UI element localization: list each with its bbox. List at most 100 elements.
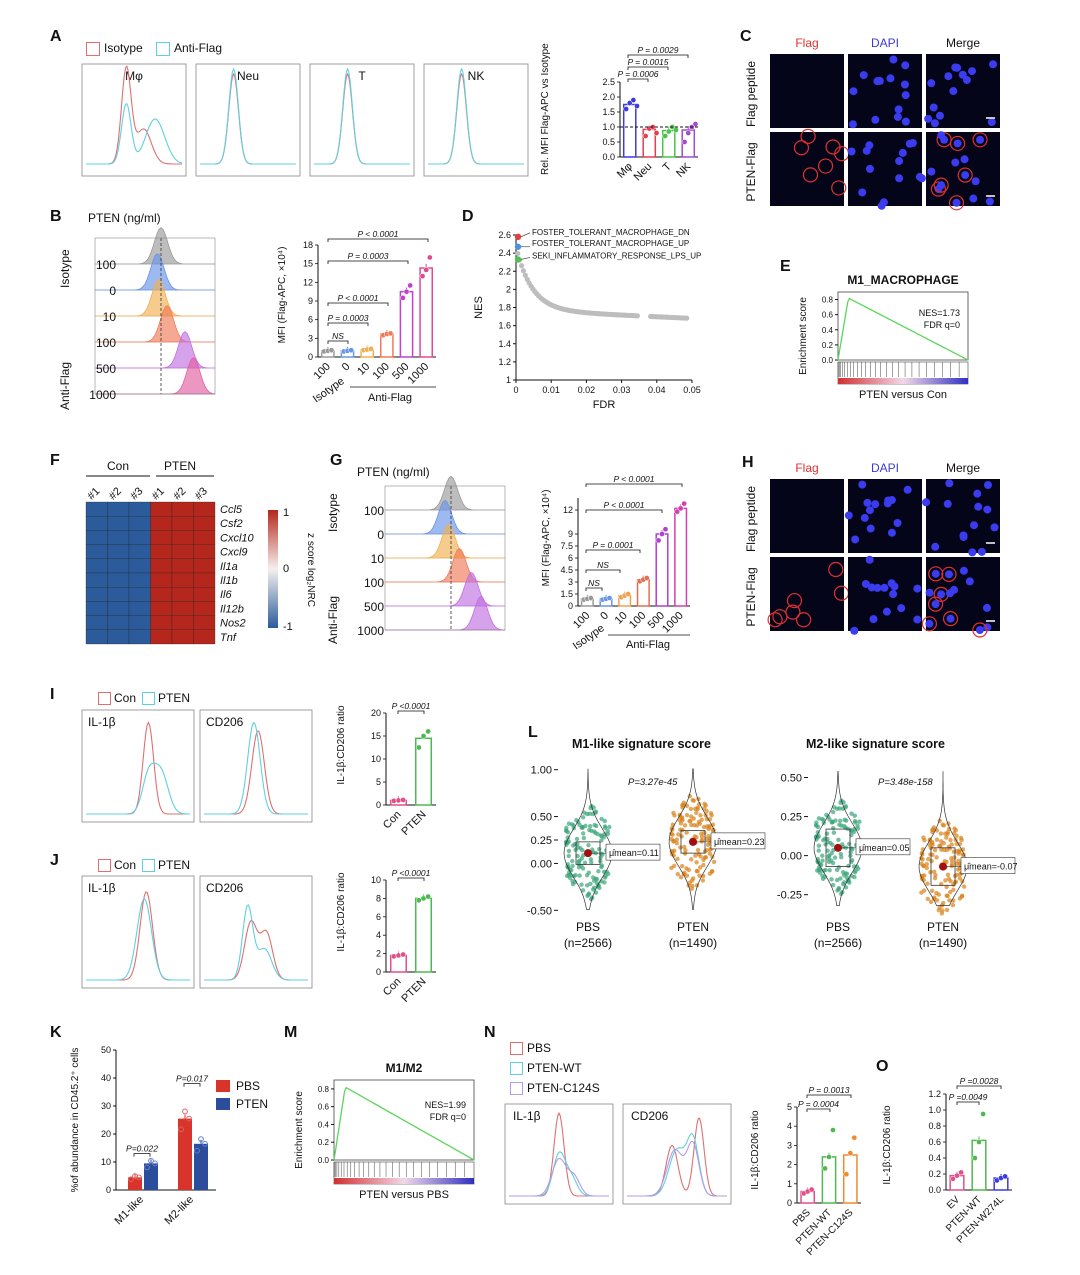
cell-point — [581, 835, 587, 841]
y-tick-label: 20 — [101, 1129, 111, 1139]
cell-point — [679, 863, 685, 869]
nucleus — [927, 79, 936, 88]
cell-point — [691, 876, 696, 881]
y-tick-label: 7.5 — [560, 541, 573, 551]
significance-bracket — [585, 483, 683, 487]
p-value: P < 0.0001 — [337, 293, 378, 303]
nucleus — [930, 119, 939, 128]
heatmap-cell — [85, 501, 108, 517]
micrograph-bg — [770, 557, 844, 631]
heatmap-cell — [107, 587, 130, 602]
y-tick-label: 1.0 — [928, 1105, 941, 1115]
y-tick-label: 0.4 — [318, 1120, 330, 1129]
y-tick-label: 50 — [101, 1045, 111, 1055]
nucleus — [922, 498, 931, 507]
cell-point — [925, 896, 931, 902]
mean-label: μ̂mean=0.23 — [714, 837, 764, 847]
panel-a-histogram-3: NK — [423, 63, 529, 177]
hist-frame — [504, 1103, 614, 1205]
nucleus — [959, 531, 968, 540]
significance-bracket — [627, 78, 649, 82]
mean-box — [855, 838, 911, 856]
cell-point — [574, 818, 579, 823]
y-tick-label: 0.2 — [822, 341, 834, 350]
membrane-stain — [957, 167, 973, 183]
heatmap-cell — [193, 544, 216, 559]
y-tick-label: 6 — [568, 553, 573, 563]
y-tick-label: 2 — [506, 284, 511, 294]
nucleus — [913, 615, 922, 624]
y-tick-label: 1 — [506, 375, 511, 385]
significance-bracket — [327, 302, 389, 306]
panel-g-dose-label: 0 — [377, 528, 384, 542]
heatmap-cell — [193, 558, 216, 574]
nucleus — [951, 158, 960, 167]
cell-point — [829, 877, 834, 882]
data-point — [847, 1150, 854, 1156]
nucleus — [945, 479, 954, 488]
hist-frame — [199, 709, 313, 823]
mean-point — [584, 849, 592, 858]
data-point — [976, 1139, 982, 1145]
con-curve — [204, 730, 308, 815]
nucleus — [953, 139, 962, 148]
cell-point — [679, 816, 684, 821]
panel-l-title-right: M2-like signature score — [806, 737, 945, 751]
y-tick-label: 0 — [106, 1185, 111, 1195]
significance-bracket — [585, 587, 603, 591]
gsea-ylabel: Enrichment score — [798, 297, 809, 375]
heatmap-cell — [150, 572, 173, 588]
micro-header: DAPI — [870, 461, 899, 475]
heatmap-cell — [85, 516, 108, 531]
y-tick-label: 1 — [787, 1179, 792, 1189]
category-label: 100 — [311, 361, 332, 382]
nucleus — [927, 167, 936, 176]
hist-frame — [622, 1103, 732, 1205]
cell-point — [689, 886, 695, 891]
hist-frame — [199, 875, 313, 989]
heatmap-cell — [193, 615, 216, 630]
cell-point — [607, 824, 612, 830]
heatmap-cell — [193, 587, 216, 602]
p-value: P=3.27e-45 — [628, 777, 678, 788]
gene-label: Il1b — [220, 575, 238, 587]
sample-label: #1 — [150, 485, 167, 502]
data-point — [178, 1126, 184, 1133]
ridge-curve — [95, 227, 215, 265]
cell-point — [945, 872, 951, 877]
y-tick-label: 0.5 — [602, 137, 615, 147]
nucleus — [866, 524, 875, 533]
cell-point — [575, 845, 581, 850]
y-tick-label: 1.4 — [498, 339, 511, 349]
data-point — [626, 100, 633, 106]
cell-point — [838, 876, 843, 881]
data-point — [630, 97, 637, 103]
y-tick-label: 0.2 — [318, 1138, 330, 1147]
membrane-stain — [800, 128, 816, 144]
nucleus — [851, 535, 860, 544]
p-value: NS — [332, 331, 344, 341]
heatmap-cell — [193, 572, 216, 588]
fdr-value: FDR q=0 — [924, 320, 960, 330]
ridge-curve — [385, 595, 506, 631]
membrane-stain — [767, 612, 783, 628]
heatmap-cell — [85, 629, 108, 645]
nucleus — [850, 626, 859, 635]
data-point — [642, 133, 649, 139]
ridge-curve — [95, 279, 215, 317]
cell-point — [938, 831, 944, 836]
cell-point — [841, 880, 847, 885]
significance-bracket — [327, 340, 349, 344]
heatmap-cell — [128, 530, 151, 545]
cell-point — [824, 812, 829, 818]
enrichment-curve — [333, 1086, 475, 1161]
heatmap-cell — [107, 629, 130, 645]
nucleus — [985, 197, 994, 206]
gene-label: Tnf — [220, 632, 237, 644]
hist-frame — [195, 63, 301, 177]
nucleus — [887, 496, 896, 505]
y-tick-label: 0.0 — [602, 152, 615, 162]
nucleus — [977, 547, 986, 556]
